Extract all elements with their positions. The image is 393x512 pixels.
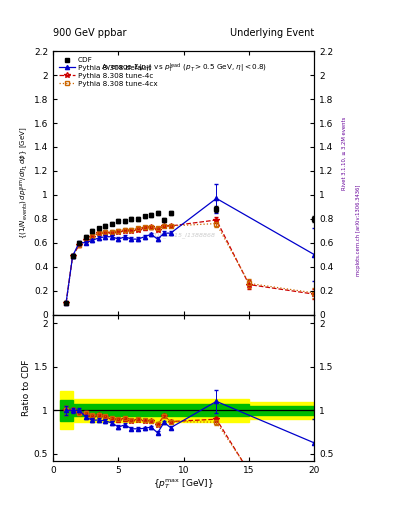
Bar: [60, 400, 73, 421]
Text: CDF_2015_I1388868: CDF_2015_I1388868: [151, 232, 216, 239]
Bar: [249, 401, 321, 419]
Y-axis label: $\{(1/N_\mathrm{events})\,dp_T^\mathrm{sum}/d\eta_1\,d\phi\}$ [GeV]: $\{(1/N_\mathrm{events})\,dp_T^\mathrm{s…: [19, 126, 31, 239]
Bar: [73, 404, 249, 416]
Text: 900 GeV ppbar: 900 GeV ppbar: [53, 28, 127, 38]
Bar: [249, 406, 321, 415]
Y-axis label: Ratio to CDF: Ratio to CDF: [22, 359, 31, 416]
Legend: CDF, Pythia 8.308 default, Pythia 8.308 tune-4c, Pythia 8.308 tune-4cx: CDF, Pythia 8.308 default, Pythia 8.308 …: [57, 55, 160, 89]
Text: Average $\Sigma(p_T)$ vs $p_T^\mathrm{lead}$ ($p_T > 0.5$ GeV, $\eta| < 0.8$): Average $\Sigma(p_T)$ vs $p_T^\mathrm{le…: [101, 62, 267, 75]
Text: mcplots.cern.ch [arXiv:1306.3436]: mcplots.cern.ch [arXiv:1306.3436]: [356, 185, 361, 276]
Text: Underlying Event: Underlying Event: [230, 28, 314, 38]
Bar: [73, 399, 249, 421]
X-axis label: $\{p_T^\mathrm{max}$ [GeV]$\}$: $\{p_T^\mathrm{max}$ [GeV]$\}$: [153, 477, 214, 491]
Bar: [60, 391, 73, 430]
Text: Rivet 3.1.10, ≥ 3.2M events: Rivet 3.1.10, ≥ 3.2M events: [342, 117, 347, 190]
